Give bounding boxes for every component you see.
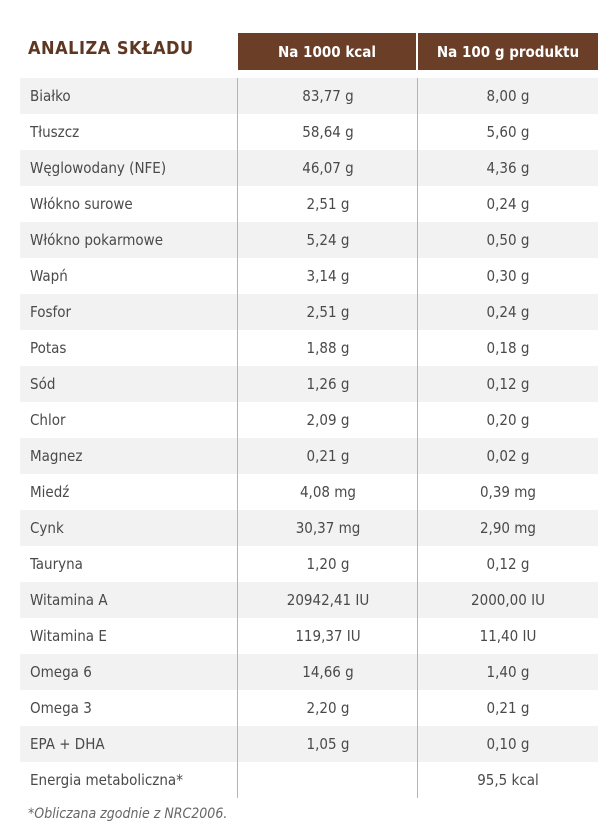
nutrient-name: Tauryna	[30, 555, 83, 573]
column-divider	[237, 78, 238, 798]
table-row: Omega 6 14,66 g 1,40 g	[20, 654, 598, 690]
value-per-1000kcal: 58,64 g	[302, 123, 354, 141]
value-per-100g: 0,39 mg	[479, 483, 537, 501]
value-per-100g: 2000,00 IU	[471, 591, 545, 609]
table-row: Włókno surowe 2,51 g 0,24 g	[20, 186, 598, 222]
value-per-1000kcal: 2,51 g	[306, 195, 350, 213]
nutrient-name: Chlor	[30, 411, 66, 429]
nutrient-name: Potas	[30, 339, 67, 357]
value-per-1000kcal: 1,05 g	[306, 735, 350, 753]
column-header-per-100g: Na 100 g produktu	[418, 33, 598, 70]
value-per-100g: 2,90 mg	[479, 519, 537, 537]
value-per-1000kcal: 119,37 IU	[295, 627, 361, 645]
value-per-1000kcal: 83,77 g	[302, 87, 354, 105]
table-row: Witamina A 20942,41 IU 2000,00 IU	[20, 582, 598, 618]
nutrient-name: Włókno pokarmowe	[30, 231, 164, 249]
table-row: Tauryna 1,20 g 0,12 g	[20, 546, 598, 582]
value-per-1000kcal: 5,24 g	[306, 231, 350, 249]
nutrient-name: Witamina E	[30, 627, 107, 645]
value-per-100g: 0,12 g	[486, 375, 530, 393]
value-per-100g: 0,21 g	[486, 699, 530, 717]
nutrient-name: Cynk	[30, 519, 64, 537]
value-per-1000kcal: 20942,41 IU	[286, 591, 370, 609]
nutrient-name: Miedź	[30, 483, 70, 501]
column-header-per-1000kcal: Na 1000 kcal	[238, 33, 416, 70]
nutrient-name: Omega 3	[30, 699, 92, 717]
value-per-100g: 0,02 g	[486, 447, 530, 465]
value-per-100g: 0,12 g	[486, 555, 530, 573]
table-row: Miedź 4,08 mg 0,39 mg	[20, 474, 598, 510]
value-per-100g: 0,10 g	[486, 735, 530, 753]
value-per-1000kcal: 2,20 g	[306, 699, 350, 717]
value-per-100g: 1,40 g	[486, 663, 530, 681]
nutrient-name: Fosfor	[30, 303, 72, 321]
nutrient-name: Witamina A	[30, 591, 108, 609]
value-per-100g: 0,18 g	[486, 339, 530, 357]
table-row: Sód 1,26 g 0,12 g	[20, 366, 598, 402]
value-per-100g: 5,60 g	[486, 123, 530, 141]
nutrient-name: EPA + DHA	[30, 735, 105, 753]
nutrient-name: Sód	[30, 375, 56, 393]
table-row: Witamina E 119,37 IU 11,40 IU	[20, 618, 598, 654]
table-row: Białko 83,77 g 8,00 g	[20, 78, 598, 114]
value-per-100g: 95,5 kcal	[477, 771, 539, 789]
value-per-100g: 4,36 g	[486, 159, 530, 177]
nutrient-name: Włókno surowe	[30, 195, 133, 213]
value-per-100g: 0,24 g	[486, 303, 530, 321]
table-row: EPA + DHA 1,05 g 0,10 g	[20, 726, 598, 762]
value-per-100g: 0,50 g	[486, 231, 530, 249]
nutrient-name: Wapń	[30, 267, 68, 285]
value-per-1000kcal: 46,07 g	[302, 159, 354, 177]
nutrient-name: Tłuszcz	[30, 123, 80, 141]
table-row: Węglowodany (NFE) 46,07 g 4,36 g	[20, 150, 598, 186]
table-title: ANALIZA SKŁADU	[28, 38, 194, 59]
value-per-100g: 0,30 g	[486, 267, 530, 285]
value-per-1000kcal: 3,14 g	[306, 267, 350, 285]
value-per-1000kcal: 0,21 g	[306, 447, 350, 465]
column-divider	[417, 78, 418, 798]
table-row: Potas 1,88 g 0,18 g	[20, 330, 598, 366]
table-row: Omega 3 2,20 g 0,21 g	[20, 690, 598, 726]
table-row: Wapń 3,14 g 0,30 g	[20, 258, 598, 294]
nutrient-name: Omega 6	[30, 663, 92, 681]
table-row: Magnez 0,21 g 0,02 g	[20, 438, 598, 474]
value-per-1000kcal: 4,08 mg	[299, 483, 357, 501]
nutrient-name: Białko	[30, 87, 71, 105]
table-row: Włókno pokarmowe 5,24 g 0,50 g	[20, 222, 598, 258]
table-row: Tłuszcz 58,64 g 5,60 g	[20, 114, 598, 150]
nutrient-name: Energia metaboliczna*	[30, 771, 183, 789]
table-row: Chlor 2,09 g 0,20 g	[20, 402, 598, 438]
value-per-1000kcal: 1,20 g	[306, 555, 350, 573]
table-row: Cynk 30,37 mg 2,90 mg	[20, 510, 598, 546]
nutrient-name: Węglowodany (NFE)	[30, 159, 167, 177]
value-per-100g: 11,40 IU	[479, 627, 537, 645]
table-row: Fosfor 2,51 g 0,24 g	[20, 294, 598, 330]
composition-table: Białko 83,77 g 8,00 g Tłuszcz 58,64 g 5,60 g W…	[20, 78, 598, 798]
value-per-1000kcal: 2,51 g	[306, 303, 350, 321]
value-per-1000kcal: 14,66 g	[302, 663, 354, 681]
footnote: *Obliczana zgodnie z NRC2006.	[28, 806, 228, 822]
value-per-1000kcal: 1,26 g	[306, 375, 350, 393]
value-per-1000kcal: 30,37 mg	[295, 519, 361, 537]
value-per-100g: 8,00 g	[486, 87, 530, 105]
value-per-100g: 0,24 g	[486, 195, 530, 213]
nutrient-name: Magnez	[30, 447, 83, 465]
value-per-1000kcal: 2,09 g	[306, 411, 350, 429]
value-per-100g: 0,20 g	[486, 411, 530, 429]
table-row: Energia metaboliczna* 95,5 kcal	[20, 762, 598, 798]
value-per-1000kcal: 1,88 g	[306, 339, 350, 357]
